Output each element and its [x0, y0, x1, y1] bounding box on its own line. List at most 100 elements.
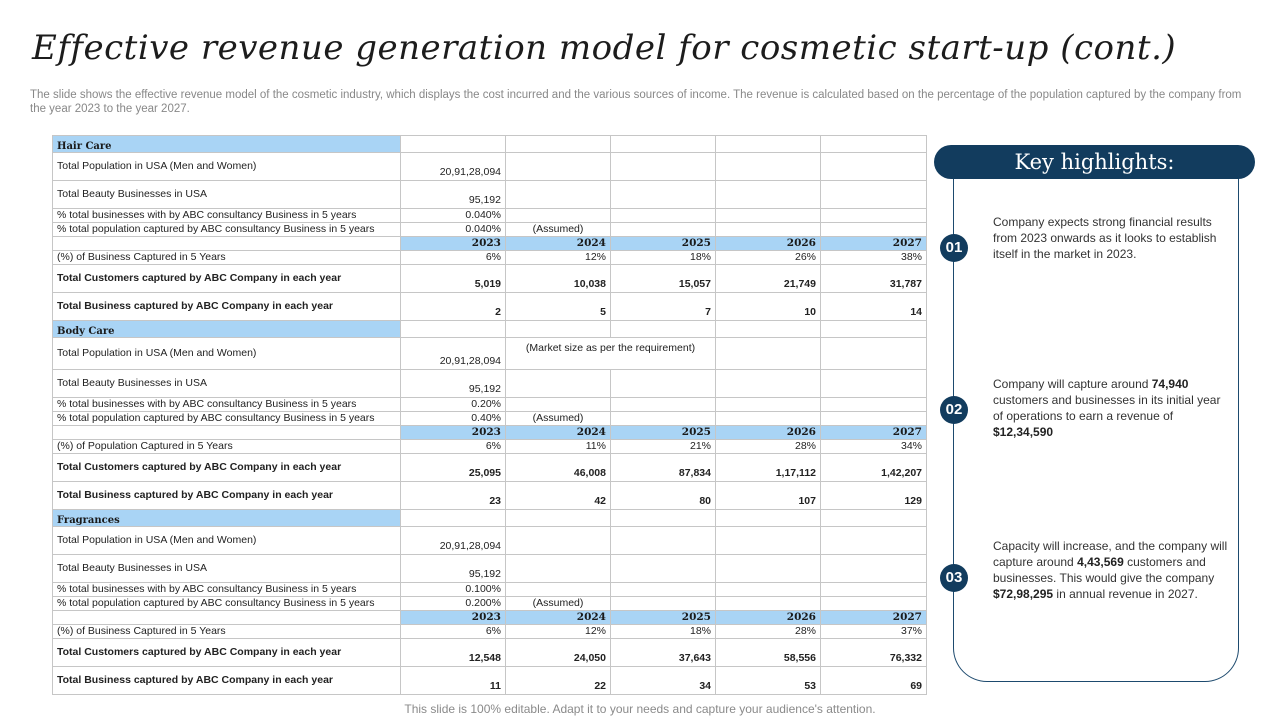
cell-value: 18% [610, 250, 716, 265]
highlight-number-03: 03 [940, 564, 968, 592]
row-label: Total Business captured by ABC Company i… [52, 292, 401, 321]
cell-value: 14 [820, 292, 927, 321]
cell-value: 20,91,28,094 [400, 526, 506, 555]
highlight-emphasis: $72,98,295 [993, 587, 1054, 601]
cell-value: 58,556 [715, 638, 821, 667]
row-label: % total businesses with by ABC consultan… [52, 208, 401, 223]
empty-cell [505, 582, 611, 597]
row-label: % total businesses with by ABC consultan… [52, 397, 401, 412]
empty-cell [820, 152, 927, 181]
row-label: Total Business captured by ABC Company i… [52, 666, 401, 695]
row-label: Total Customers captured by ABC Company … [52, 453, 401, 482]
cell-value: 87,834 [610, 453, 716, 482]
empty-cell [820, 369, 927, 398]
empty-cell [610, 554, 716, 583]
highlight-number-02: 02 [940, 396, 968, 424]
empty-cell [820, 411, 927, 426]
cell-value: 95,192 [400, 369, 506, 398]
empty-cell [610, 411, 716, 426]
year-header: 2027 [820, 236, 927, 251]
cell-value: 53 [715, 666, 821, 695]
empty-cell [820, 554, 927, 583]
cell-value: 20,91,28,094 [400, 152, 506, 181]
empty-cell [715, 369, 821, 398]
row-label: Total Population in USA (Men and Women) [52, 337, 401, 370]
cell-value: 24,050 [505, 638, 611, 667]
empty-cell [610, 320, 716, 338]
cell-value: 129 [820, 481, 927, 510]
cell-value: 34% [820, 439, 927, 454]
row-label: % total population captured by ABC consu… [52, 596, 401, 611]
empty-cell [610, 180, 716, 209]
cell-value: 1,42,207 [820, 453, 927, 482]
table-row: Total Business captured by ABC Company i… [52, 481, 927, 510]
cell-value: 69 [820, 666, 927, 695]
section-header-row: Fragrances [52, 509, 927, 527]
cell-value: 31,787 [820, 264, 927, 293]
empty-cell [715, 180, 821, 209]
empty-cell [400, 509, 506, 527]
cell-value: 37,643 [610, 638, 716, 667]
empty-cell [505, 152, 611, 181]
cell-value: 37% [820, 624, 927, 639]
empty-cell [505, 397, 611, 412]
row-label: % total population captured by ABC consu… [52, 222, 401, 237]
highlight-emphasis: $12,34,590 [993, 425, 1054, 439]
cell-value: 46,008 [505, 453, 611, 482]
cell-value: 25,095 [400, 453, 506, 482]
year-header: 2023 [400, 425, 506, 440]
cell-value: 5,019 [400, 264, 506, 293]
cell-value: 76,332 [820, 638, 927, 667]
empty-cell [715, 582, 821, 597]
cell-value: 95,192 [400, 180, 506, 209]
table-row: (%) of Business Captured in 5 Years 6% 12%… [52, 624, 927, 639]
empty-cell [505, 554, 611, 583]
cell-note: (Assumed) [505, 411, 611, 426]
empty-cell [820, 337, 927, 370]
table-row: % total population captured by ABC consu… [52, 411, 927, 426]
table-row: Total Population in USA (Men and Women) 2… [52, 526, 927, 555]
table-row: Total Beauty Businesses in USA 95,192 [52, 369, 927, 398]
row-label: Total Population in USA (Men and Women) [52, 152, 401, 181]
empty-cell [610, 397, 716, 412]
cell-value: 0.040% [400, 208, 506, 223]
table-row: % total businesses with by ABC consultan… [52, 208, 927, 223]
cell-value: 11 [400, 666, 506, 695]
cell-value: 28% [715, 624, 821, 639]
row-label: (%) of Population Captured in 5 Years [52, 439, 401, 454]
cell-note: (Assumed) [505, 222, 611, 237]
empty-cell [820, 582, 927, 597]
empty-cell [715, 397, 821, 412]
table-row: % total businesses with by ABC consultan… [52, 397, 927, 412]
year-header: 2024 [505, 425, 611, 440]
empty-cell [505, 180, 611, 209]
row-label: Total Customers captured by ABC Company … [52, 638, 401, 667]
cell-value: 21% [610, 439, 716, 454]
revenue-table: Hair Care Total Population in USA (Men an… [52, 135, 927, 695]
empty-cell [820, 397, 927, 412]
empty-cell [610, 135, 716, 153]
row-label: (%) of Business Captured in 5 Years [52, 250, 401, 265]
section-name: Fragrances [52, 509, 401, 527]
year-header: 2023 [400, 236, 506, 251]
empty-cell [715, 337, 821, 370]
cell-value: 6% [400, 624, 506, 639]
cell-value: 0.100% [400, 582, 506, 597]
cell-value: 38% [820, 250, 927, 265]
cell-value: 80 [610, 481, 716, 510]
empty-cell [715, 554, 821, 583]
highlight-fragment: customers and businesses. This would giv… [993, 555, 1215, 585]
footer-note: This slide is 100% editable. Adapt it to… [404, 702, 876, 716]
highlight-text-01: Company expects strong financial results… [993, 214, 1233, 262]
cell-value: 10 [715, 292, 821, 321]
highlight-text-02: Company will capture around 74,940 custo… [993, 376, 1233, 440]
empty-cell [400, 135, 506, 153]
table-row: Total Beauty Businesses in USA 95,192 [52, 180, 927, 209]
empty-cell [715, 152, 821, 181]
year-header: 2027 [820, 610, 927, 625]
empty-cell [610, 208, 716, 223]
cell-value: 107 [715, 481, 821, 510]
empty-cell [610, 222, 716, 237]
cell-value: 22 [505, 666, 611, 695]
table-row: % total businesses with by ABC consultan… [52, 582, 927, 597]
